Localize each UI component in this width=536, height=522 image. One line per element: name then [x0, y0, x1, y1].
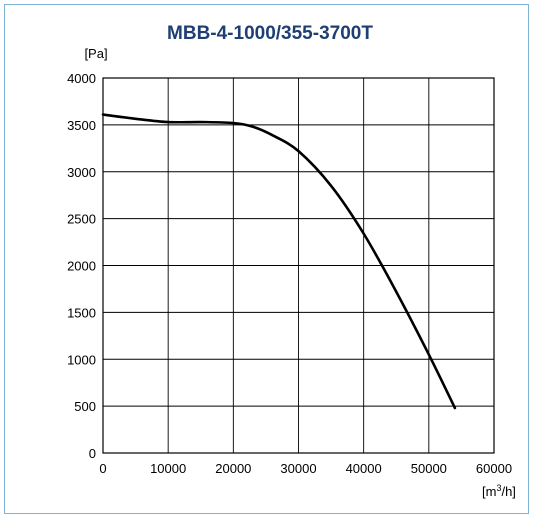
x-tick-label: 10000 [150, 461, 186, 476]
x-tick-label: 60000 [476, 461, 512, 476]
y-tick-label: 500 [74, 399, 96, 414]
x-tick-label: 30000 [280, 461, 316, 476]
x-axis-label-suffix: /h] [501, 484, 515, 499]
chart-frame [4, 4, 529, 514]
y-tick-label: 2000 [67, 259, 96, 274]
y-tick-label: 3500 [67, 118, 96, 133]
y-tick-label: 1500 [67, 305, 96, 320]
y-tick-label: 1000 [67, 352, 96, 367]
y-tick-label: 0 [89, 446, 96, 461]
y-tick-label: 4000 [67, 71, 96, 86]
pressure-curve-line [101, 113, 457, 410]
x-axis-label: [m3/h] [482, 483, 516, 499]
x-tick-label: 40000 [346, 461, 382, 476]
x-tick-label: 0 [99, 461, 106, 476]
y-tick-label: 3000 [67, 165, 96, 180]
x-axis-label-prefix: [m [482, 484, 496, 499]
chart-title: MBB-4-1000/355-3700T [167, 23, 373, 44]
grid-lines [102, 77, 495, 454]
plot-area [102, 77, 495, 454]
x-tick-label: 50000 [411, 461, 447, 476]
x-tick-labels: 0 10000 20000 30000 40000 50000 60000 [99, 461, 512, 476]
y-axis-label: [Pa] [84, 46, 107, 61]
y-tick-label: 2500 [67, 212, 96, 227]
x-tick-label: 20000 [215, 461, 251, 476]
x-axis-label-sup: 3 [496, 483, 501, 493]
y-tick-labels: 0 500 1000 1500 2000 2500 3000 3500 4000 [67, 71, 96, 461]
